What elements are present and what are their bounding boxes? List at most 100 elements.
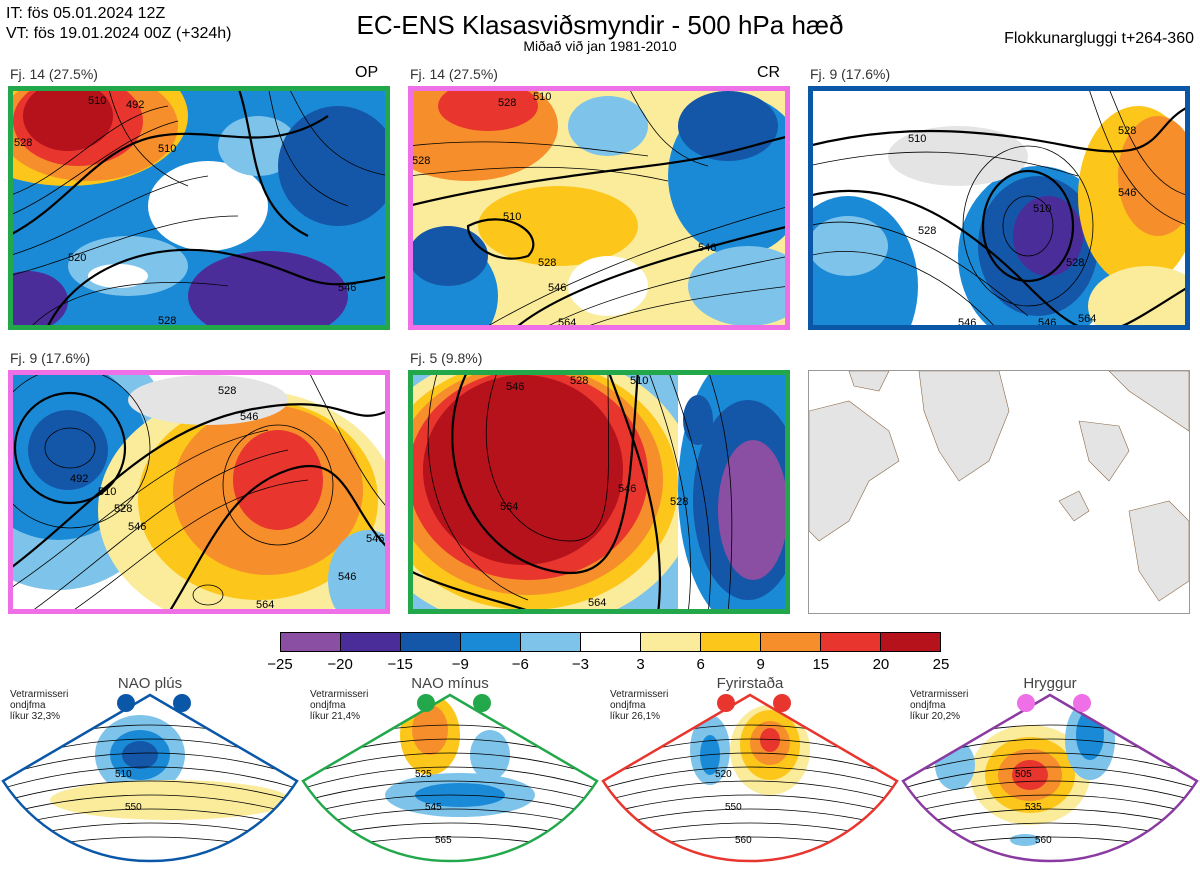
colorbar	[280, 632, 941, 652]
contour-label: 510	[503, 211, 521, 223]
contour-label: 550	[125, 802, 142, 813]
colorbar-tick-label: 20	[872, 656, 890, 673]
contour-label: 492	[70, 473, 88, 485]
regime-note-line: líkur 26,1%	[610, 711, 661, 722]
contour-label: 510	[1033, 203, 1051, 215]
contour-label: 510	[908, 133, 926, 145]
contour-label: 546	[506, 381, 524, 393]
contour-label: 546	[618, 483, 636, 495]
regime-title: Fyrirstaða	[716, 675, 784, 692]
contour-label: 510	[88, 95, 106, 107]
colorbar-tick-label: 6	[696, 656, 705, 673]
contour-label: 505	[1015, 769, 1032, 780]
panel-border	[408, 86, 790, 330]
regime-note-line: ondjfma	[10, 700, 46, 711]
regime-note-line: Vetrarmisseri	[10, 689, 69, 700]
contour-label: 564	[1078, 313, 1096, 325]
colorbar-bin	[880, 633, 940, 651]
regime-marker-dot	[1017, 694, 1035, 712]
contour-label: 560	[735, 835, 752, 846]
contour-label: 510	[158, 143, 176, 155]
contour-label: 546	[338, 571, 356, 583]
regime-panel: 520 550 560 Fyrirstaða Vetrarmisseri ondjfma l…	[600, 675, 900, 871]
colorbar-bin	[400, 633, 460, 651]
valid-time: VT: fös 19.01.2024 00Z (+324h)	[6, 25, 232, 42]
contour-label: 528	[570, 375, 588, 387]
regime-panel: 525 545 565 NAO mínus Vetrarmisseri ondjfma lí…	[300, 675, 600, 871]
colorbar-tick-label: −25	[267, 656, 293, 673]
colorbar-bin	[281, 633, 340, 651]
page-subtitle: Miðað við jan 1981-2010	[523, 38, 677, 54]
contour-label: 492	[126, 99, 144, 111]
contour-label: 546	[128, 521, 146, 533]
header-times: IT: fös 05.01.2024 12Z VT: fös 19.01.202…	[6, 4, 231, 44]
panel-4-label: Fj. 9 (17.6%)	[10, 350, 91, 366]
regime-note: Vetrarmisseri ondjfma líkur 21,4%	[310, 689, 368, 722]
regime-fan-map: 510 550	[1, 693, 299, 863]
contour-label: 520	[715, 769, 732, 780]
regime-title: NAO plús	[117, 675, 183, 692]
classification-window: Flokkunargluggi t+264-360	[1004, 30, 1194, 47]
contour-label: 564	[500, 501, 518, 513]
colorbar-tick-label: 25	[932, 656, 950, 673]
contour-label: 528	[1066, 257, 1084, 269]
contour-label: 528	[538, 257, 556, 269]
contour-label: 545	[425, 802, 442, 813]
cluster-map-2: 528 510 510 528 546 546 564 528	[408, 86, 790, 330]
contour-label: 528	[918, 225, 936, 237]
regime-note: Vetrarmisseri ondjfma líkur 20,2%	[910, 689, 968, 722]
panel-border	[808, 86, 1190, 330]
contour-label: 510	[98, 486, 116, 498]
regime-note-line: líkur 32,3%	[10, 711, 61, 722]
panel-5-label: Fj. 5 (9.8%)	[410, 350, 483, 366]
regime-marker-dot	[173, 694, 191, 712]
colorbar-tick-label: −3	[571, 656, 589, 673]
contour-label: 528	[158, 315, 176, 327]
contour-label: 560	[1035, 835, 1052, 846]
colorbar-tick-label: −15	[387, 656, 413, 673]
regime-marker-dot	[1073, 694, 1091, 712]
colorbar-bin	[460, 633, 520, 651]
regime-note-line: ondjfma	[910, 700, 946, 711]
regime-panel: 505 535 560 Hryggur Vetrarmisseri ondjfma líku…	[900, 675, 1200, 871]
regime-title: Hryggur	[1023, 675, 1077, 692]
contour-label: 550	[725, 802, 742, 813]
colorbar-tick-label: 9	[756, 656, 765, 673]
panel-border	[8, 86, 390, 330]
panel-2-tag: CR	[757, 64, 781, 81]
regime-note-line: Vetrarmisseri	[310, 689, 369, 700]
panel-border	[408, 370, 790, 614]
regime-marker-dot	[473, 694, 491, 712]
colorbar-bin	[820, 633, 880, 651]
regime-note: Vetrarmisseri ondjfma líkur 26,1%	[610, 689, 668, 722]
panel-border	[8, 370, 390, 614]
colorbar-tick-label: 3	[636, 656, 645, 673]
colorbar-tick-label: 15	[812, 656, 830, 673]
regime-note-line: ondjfma	[610, 700, 646, 711]
colorbar-bin	[340, 633, 400, 651]
cluster-map-3: 510 528 528 546 546 510 528 546 564	[808, 86, 1190, 330]
contour-label: 546	[548, 282, 566, 294]
regime-note-line: ondjfma	[310, 700, 346, 711]
colorbar-bin	[640, 633, 700, 651]
contour-label: 528	[670, 496, 688, 508]
colorbar-tick-label: −20	[327, 656, 353, 673]
contour-label: 510	[533, 91, 551, 103]
regime-note-line: Vetrarmisseri	[610, 689, 669, 700]
contour-label: 520	[68, 252, 86, 264]
contour-label: 528	[218, 385, 236, 397]
colorbar-bin	[580, 633, 640, 651]
regime-note-line: líkur 21,4%	[310, 711, 361, 722]
contour-label: 564	[256, 599, 274, 611]
contour-label: 535	[1025, 802, 1042, 813]
contour-label: 528	[114, 503, 132, 515]
contour-label: 565	[435, 835, 452, 846]
colorbar-tick-label: −6	[511, 656, 529, 673]
regime-note-line: líkur 20,2%	[910, 711, 961, 722]
colorbar-bin	[760, 633, 820, 651]
regime-marker-dot	[717, 694, 735, 712]
panel-1-tag: OP	[355, 64, 379, 81]
regime-note: Vetrarmisseri ondjfma líkur 32,3%	[10, 689, 68, 722]
colorbar-tick-label: −9	[451, 656, 469, 673]
contour-label: 546	[338, 282, 356, 294]
